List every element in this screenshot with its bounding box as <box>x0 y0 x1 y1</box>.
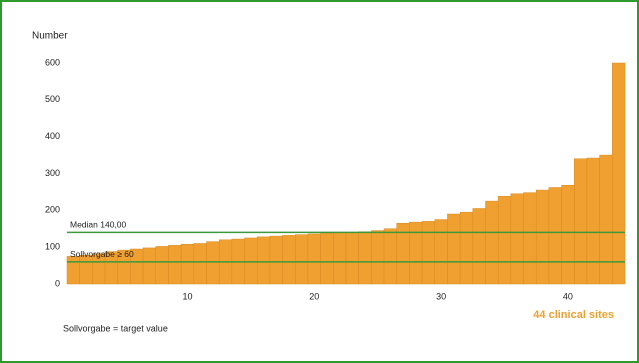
bar <box>599 154 613 285</box>
y-tick-label: 600 <box>45 57 60 67</box>
bar <box>421 221 436 285</box>
x-tick-label: 20 <box>309 291 319 301</box>
y-tick-label: 0 <box>55 278 60 288</box>
bar <box>409 221 423 285</box>
bar <box>142 247 157 285</box>
bar <box>434 219 448 285</box>
bar <box>295 234 309 285</box>
bar <box>333 232 347 285</box>
bar <box>459 211 474 285</box>
y-tick-label: 300 <box>45 168 60 178</box>
bar <box>497 196 512 285</box>
bar <box>193 243 207 285</box>
reference-label: Median 140,00 <box>70 220 127 230</box>
bar <box>574 158 588 285</box>
y-tick-label: 100 <box>45 242 60 252</box>
bar <box>510 193 524 285</box>
bar <box>586 157 600 285</box>
bar <box>155 246 169 285</box>
bar <box>383 228 397 285</box>
bar <box>561 185 575 285</box>
bar <box>535 189 550 285</box>
bar <box>168 245 182 285</box>
bar <box>282 235 296 285</box>
footnote: Sollvorgabe = target value <box>63 323 168 333</box>
annotation: 44 clinical sites <box>533 309 614 321</box>
bar <box>447 213 461 285</box>
bar <box>612 62 626 285</box>
bar <box>485 200 499 285</box>
bar <box>206 241 220 285</box>
bar <box>523 192 537 285</box>
bar <box>66 256 80 285</box>
bar <box>320 232 334 285</box>
bar <box>345 232 359 285</box>
bar <box>256 236 271 285</box>
y-tick-label: 400 <box>45 131 60 141</box>
bar <box>244 237 258 285</box>
bar <box>307 233 321 285</box>
y-tick-label: 500 <box>45 94 60 104</box>
x-tick-label: 40 <box>563 291 573 301</box>
bar <box>371 230 385 285</box>
bar <box>79 255 93 285</box>
x-tick-label: 10 <box>182 291 192 301</box>
x-tick-label: 30 <box>436 291 446 301</box>
bar <box>548 187 562 285</box>
y-axis-title: Number <box>32 31 68 42</box>
bar <box>269 235 283 285</box>
y-tick-label: 200 <box>45 205 60 215</box>
bar <box>472 208 486 285</box>
bar <box>358 231 372 285</box>
reference-label: Sollvorgabe ≥ 60 <box>70 249 134 259</box>
bar <box>180 243 195 285</box>
